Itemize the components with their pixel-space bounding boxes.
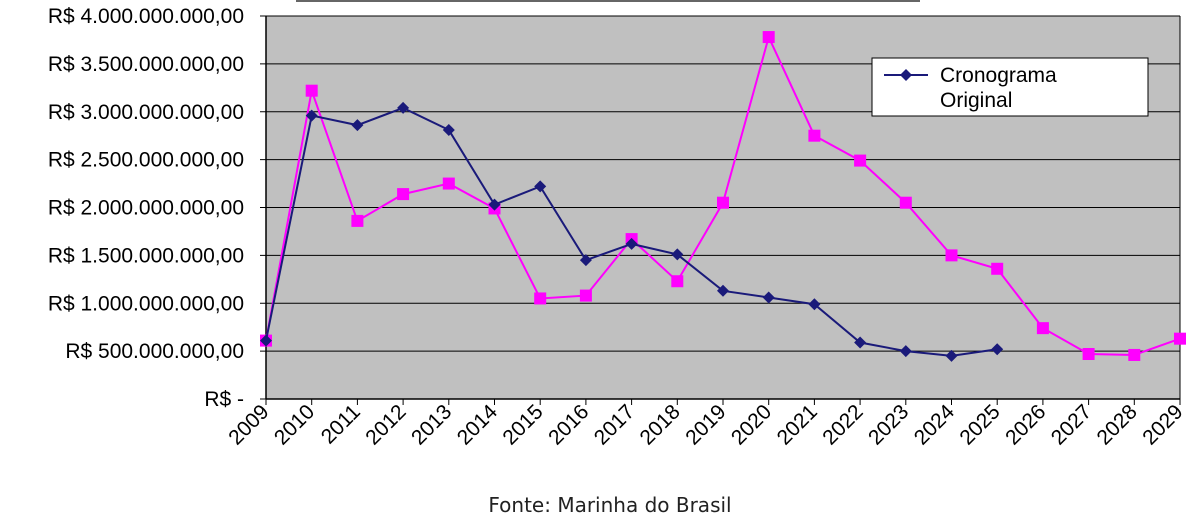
data-point xyxy=(854,154,867,167)
data-point xyxy=(305,84,318,97)
data-point xyxy=(397,188,410,201)
x-tick-label: 2011 xyxy=(317,400,365,448)
data-point xyxy=(1036,322,1049,335)
x-tick-label: 2020 xyxy=(727,400,776,449)
x-tick-label: 2021 xyxy=(773,400,822,449)
data-point xyxy=(854,336,867,349)
data-point xyxy=(534,292,547,305)
x-tick-label: 2027 xyxy=(1047,400,1096,449)
y-tick-label: R$ 3.000.000.000,00 xyxy=(48,101,244,124)
data-point xyxy=(899,196,912,209)
x-tick-label: 2015 xyxy=(498,400,547,449)
data-point xyxy=(945,349,958,362)
legend-box xyxy=(871,57,1149,117)
x-tick-label: 2012 xyxy=(361,400,410,449)
x-tick-label: 2017 xyxy=(590,400,639,449)
series-1 xyxy=(260,101,1004,362)
legend-label-line-1: Cronograma xyxy=(940,64,1057,87)
gridlines xyxy=(260,15,1180,400)
source-caption: Fonte: Marinha do Brasil xyxy=(488,493,731,517)
data-point xyxy=(1082,347,1095,360)
data-point xyxy=(625,237,638,250)
data-point xyxy=(442,123,455,136)
legend-swatch-marker xyxy=(900,69,912,81)
y-tick-label: R$ 1.500.000.000,00 xyxy=(48,244,244,267)
x-tick-label: 2013 xyxy=(407,400,456,449)
x-tick-label: 2029 xyxy=(1138,400,1187,449)
y-tick-label: R$ 2.500.000.000,00 xyxy=(48,149,244,172)
data-point xyxy=(991,343,1004,356)
data-point xyxy=(762,291,775,304)
series-layer xyxy=(260,31,1186,362)
data-point xyxy=(717,196,729,209)
x-tick-label: 2028 xyxy=(1093,400,1142,449)
data-point xyxy=(351,214,364,227)
x-tick-label: 2025 xyxy=(955,400,1004,449)
y-tick-label: R$ 1.000.000.000,00 xyxy=(48,292,244,315)
x-tick-label: 2014 xyxy=(453,400,503,450)
data-point xyxy=(488,198,501,211)
data-point xyxy=(260,334,272,347)
data-point xyxy=(991,262,1004,275)
data-point xyxy=(808,298,821,311)
data-point xyxy=(945,249,958,262)
x-tick-label: 2026 xyxy=(1001,400,1050,449)
data-point xyxy=(579,289,592,302)
y-tick-label: R$ 500.000.000,00 xyxy=(65,340,244,363)
y-tick-label: R$ - xyxy=(204,388,244,411)
x-tick-label: 2018 xyxy=(636,400,685,449)
data-point xyxy=(351,119,364,132)
x-tick-label: 2024 xyxy=(910,400,960,450)
legend-label-line-2: Original xyxy=(940,89,1012,112)
x-tick-label: 2010 xyxy=(270,400,319,449)
data-point xyxy=(808,129,821,142)
y-axis-ticks: R$ - R$ 500.000.000,00 R$ 1.000.000.000,00… xyxy=(48,5,244,411)
data-point xyxy=(579,254,592,267)
data-point xyxy=(305,109,318,122)
data-point xyxy=(442,177,455,190)
data-point xyxy=(1174,332,1186,345)
data-point xyxy=(397,101,410,114)
y-tick-label: R$ 2.000.000.000,00 xyxy=(48,197,244,220)
data-point xyxy=(762,31,775,44)
data-point xyxy=(671,248,684,261)
y-tick-label: R$ 4.000.000.000,00 xyxy=(48,5,244,28)
x-tick-label: 2023 xyxy=(864,400,913,449)
data-point xyxy=(717,284,729,297)
data-point xyxy=(671,275,684,288)
x-axis-ticks: 2009201020112012201320142015201620172018… xyxy=(224,399,1188,450)
x-tick-label: 2019 xyxy=(681,400,730,449)
data-point xyxy=(534,180,547,193)
data-point xyxy=(1128,348,1141,361)
y-tick-label: R$ 3.500.000.000,00 xyxy=(48,53,244,76)
x-tick-label: 2016 xyxy=(544,400,593,449)
legend: Cronograma Original xyxy=(871,57,1149,117)
data-point xyxy=(899,345,912,358)
series-2 xyxy=(260,31,1186,361)
x-tick-label: 2022 xyxy=(818,400,867,449)
